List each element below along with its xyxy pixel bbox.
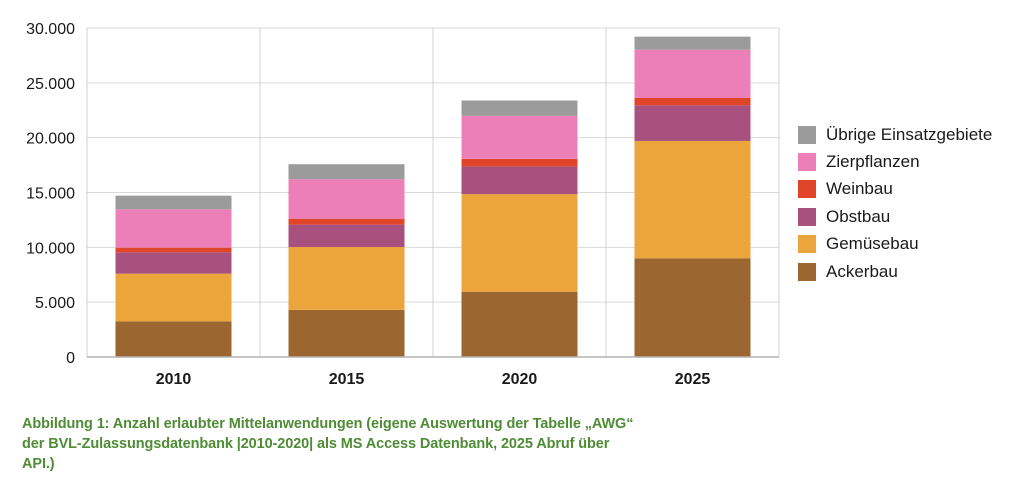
bar-2010-ackerbau [115, 321, 232, 357]
y-tick-label: 25.000 [26, 76, 75, 93]
bar-2020-übrige-einsatzgebiete [461, 100, 578, 116]
bar-2015-ackerbau [288, 309, 405, 357]
x-tick-label: 2010 [156, 371, 192, 388]
legend-item: Weinbau [798, 176, 992, 203]
bar-2020-gemüsebau [461, 194, 578, 292]
bar-2015-gemüsebau [288, 247, 405, 310]
bar-2025-ackerbau [634, 258, 751, 357]
figure-caption: Abbildung 1: Anzahl erlaubter Mittelanwe… [22, 416, 634, 472]
bar-2010-obstbau [115, 252, 232, 274]
legend-swatch [798, 153, 816, 172]
legend-label: Obstbau [826, 206, 891, 226]
y-tick-label: 10.000 [26, 240, 75, 257]
bar-2020-ackerbau [461, 291, 578, 357]
legend-label: Ackerbau [826, 261, 898, 281]
legend-swatch [798, 262, 816, 281]
bar-2015-übrige-einsatzgebiete [288, 164, 405, 180]
bar-2025-gemüsebau [634, 140, 751, 259]
bar-2015-obstbau [288, 224, 405, 248]
bar-2010-übrige-einsatzgebiete [115, 195, 232, 210]
x-tick-label: 2015 [329, 371, 365, 388]
legend-item: Gemüsebau [798, 231, 992, 258]
bar-2010-weinbau [115, 247, 232, 253]
legend-item: Übrige Einsatzgebiete [798, 121, 992, 148]
y-tick-label: 30.000 [26, 21, 75, 38]
bar-2025-weinbau [634, 97, 751, 106]
bar-2025-zierpflanzen [634, 49, 751, 98]
legend-swatch [798, 207, 816, 226]
legend-swatch [798, 235, 816, 254]
y-tick-label: 5.000 [35, 295, 75, 312]
legend-label: Weinbau [826, 179, 893, 199]
stacked-bar-chart: 0 5.000 10.000 15.000 20.000 25.000 30.000 201… [26, 21, 780, 388]
bar-2020-weinbau [461, 158, 578, 167]
y-tick-label: 20.000 [26, 131, 75, 148]
legend: Übrige Einsatzgebiete Zierpflanzen Weinbau… [798, 121, 992, 285]
legend-swatch [798, 125, 816, 144]
legend-label: Übrige Einsatzgebiete [826, 124, 993, 144]
legend-label: Zierpflanzen [826, 152, 920, 172]
bar-2015-zierpflanzen [288, 179, 405, 219]
bar-2010-gemüsebau [115, 273, 232, 322]
y-tick-label: 15.000 [26, 186, 75, 203]
legend-item: Zierpflanzen [798, 148, 992, 175]
bar-2020-obstbau [461, 166, 578, 195]
bar-2025-obstbau [634, 105, 751, 141]
x-tick-label: 2025 [675, 371, 711, 388]
bar-2015-weinbau [288, 218, 405, 225]
bars [115, 36, 751, 357]
x-tick-label: 2020 [502, 371, 538, 388]
bar-2010-zierpflanzen [115, 209, 232, 248]
y-tick-label: 0 [66, 350, 75, 367]
legend-item: Ackerbau [798, 258, 992, 285]
y-axis-ticks: 0 5.000 10.000 15.000 20.000 25.000 30.000 [26, 21, 75, 367]
bar-2020-zierpflanzen [461, 115, 578, 159]
bar-2025-übrige-einsatzgebiete [634, 36, 751, 50]
legend-item: Obstbau [798, 203, 992, 230]
legend-swatch [798, 180, 816, 199]
x-axis-ticks: 2010 2015 2020 2025 [156, 371, 711, 388]
legend-label: Gemüsebau [826, 234, 919, 254]
